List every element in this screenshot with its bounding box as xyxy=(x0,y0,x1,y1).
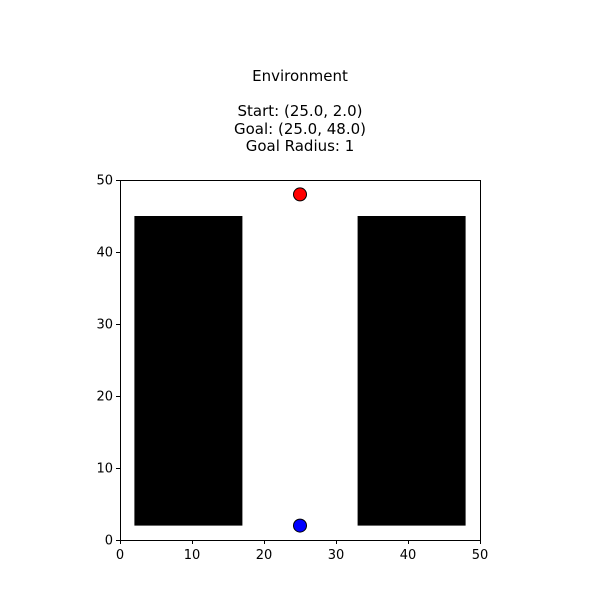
y-tick-label: 50 xyxy=(96,174,113,189)
y-tick-label: 30 xyxy=(96,318,113,333)
goal-caption: Goal: (25.0, 48.0) xyxy=(233,119,367,138)
obstacle-1 xyxy=(134,216,243,526)
y-tick-label: 0 xyxy=(105,534,113,549)
y-tick-label: 20 xyxy=(96,390,113,405)
points-layer xyxy=(293,187,307,533)
x-tick-label: 10 xyxy=(184,548,201,563)
y-tick-label: 10 xyxy=(96,462,113,477)
y-axis: 0 10 20 30 40 50 xyxy=(96,174,120,549)
chart-title: Environment xyxy=(252,67,348,85)
chart-title-block: Environment Start: (25.0, 2.0) Goal: (25… xyxy=(0,67,600,156)
x-tick-label: 50 xyxy=(472,548,489,563)
start-marker xyxy=(293,518,307,533)
axes-frame xyxy=(120,180,481,541)
start-caption: Start: (25.0, 2.0) xyxy=(237,102,363,120)
y-tick-label: 40 xyxy=(96,246,113,261)
x-tick-label: 40 xyxy=(400,548,417,563)
goal-radius-caption: Goal Radius: 1 xyxy=(245,137,355,155)
x-tick-label: 20 xyxy=(256,548,273,563)
goal-marker xyxy=(293,187,307,202)
obstacles-layer xyxy=(134,216,466,526)
x-axis: 0 10 20 30 40 50 xyxy=(116,540,488,563)
x-tick-label: 0 xyxy=(116,548,124,563)
obstacle-2 xyxy=(357,216,466,526)
x-tick-label: 30 xyxy=(328,548,345,563)
